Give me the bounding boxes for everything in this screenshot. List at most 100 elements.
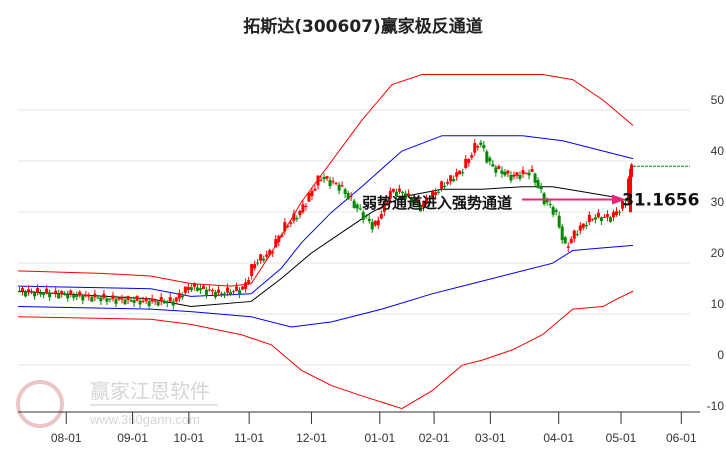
candle: [388, 191, 392, 199]
candle: [464, 158, 468, 168]
candle: [581, 223, 585, 228]
x-tick-label: 04-01: [543, 431, 574, 445]
candle: [210, 289, 214, 292]
candle: [352, 200, 356, 208]
x-tick-label: 03-01: [475, 431, 506, 445]
candle: [132, 300, 136, 303]
last-candle: [629, 168, 633, 213]
candle: [415, 200, 419, 203]
candle: [406, 193, 410, 196]
candle: [412, 200, 416, 204]
candle: [491, 164, 495, 167]
candle: [452, 179, 456, 182]
candle: [503, 171, 507, 176]
candle: [168, 297, 172, 302]
candle: [355, 204, 359, 209]
candle: [298, 210, 302, 216]
candle: [60, 290, 64, 294]
candle: [548, 204, 552, 206]
candle: [183, 286, 187, 293]
candle: [382, 200, 386, 212]
candle: [328, 180, 332, 186]
candle: [232, 291, 236, 293]
candle: [443, 185, 447, 187]
candle: [84, 295, 88, 297]
candle: [397, 188, 401, 192]
candle: [494, 167, 498, 173]
band-lower-outer: [17, 290, 634, 410]
candle: [340, 185, 344, 187]
candle: [271, 252, 275, 254]
candle: [99, 297, 103, 302]
candle: [530, 169, 534, 172]
candle: [422, 202, 426, 208]
candle: [536, 180, 540, 188]
candle: [391, 188, 395, 192]
y-tick-label: 50: [711, 93, 725, 107]
candle: [195, 287, 199, 291]
candle: [147, 301, 151, 307]
candle: [602, 216, 606, 218]
candle: [545, 199, 549, 203]
candle: [497, 165, 501, 169]
candle: [533, 173, 537, 183]
candle: [87, 294, 91, 297]
candle: [138, 300, 142, 305]
candle: [488, 157, 492, 162]
candle: [108, 298, 112, 300]
candle: [216, 289, 220, 293]
watermark-seal-icon: [16, 380, 64, 428]
candle: [114, 299, 118, 304]
candle: [159, 297, 163, 302]
candle: [274, 239, 278, 248]
candle: [434, 192, 438, 195]
candle: [156, 301, 160, 306]
candle: [45, 288, 49, 293]
candle: [307, 192, 311, 202]
candle: [69, 290, 73, 295]
candle: [253, 264, 257, 269]
candle: [367, 218, 371, 221]
x-tick-label: 01-01: [364, 431, 395, 445]
x-tick-label: 12-01: [296, 431, 327, 445]
band-upper-inner: [17, 135, 634, 297]
candle: [467, 159, 471, 163]
candle: [141, 300, 145, 302]
candle: [449, 175, 453, 182]
candle: [36, 288, 40, 293]
candle: [524, 172, 528, 174]
candle: [111, 295, 115, 299]
candle: [250, 264, 254, 276]
candle: [403, 193, 407, 200]
band-lower-inner: [17, 244, 634, 328]
candle: [42, 292, 46, 295]
candle: [482, 145, 486, 149]
candle: [557, 215, 561, 228]
candle: [527, 172, 531, 176]
candle: [102, 293, 106, 299]
candle: [63, 294, 67, 296]
candle: [241, 286, 245, 290]
candle: [313, 188, 317, 191]
candle: [539, 186, 543, 190]
candle: [566, 246, 570, 248]
candle: [135, 296, 139, 301]
candle: [30, 291, 34, 293]
candle: [259, 254, 263, 261]
candle: [409, 197, 413, 203]
candle: [153, 300, 157, 302]
candle: [123, 299, 127, 305]
y-tick-label: 0: [717, 348, 724, 362]
candle: [301, 204, 305, 213]
candle: [316, 175, 320, 186]
candle: [93, 293, 97, 298]
watermark-brand: 赢家江恩软件: [90, 379, 210, 403]
candle: [470, 155, 474, 158]
candle: [563, 237, 567, 244]
x-tick-label: 10-01: [173, 431, 204, 445]
candle: [440, 181, 444, 189]
candle: [18, 291, 21, 293]
candle: [431, 191, 435, 198]
candle: [578, 225, 582, 231]
